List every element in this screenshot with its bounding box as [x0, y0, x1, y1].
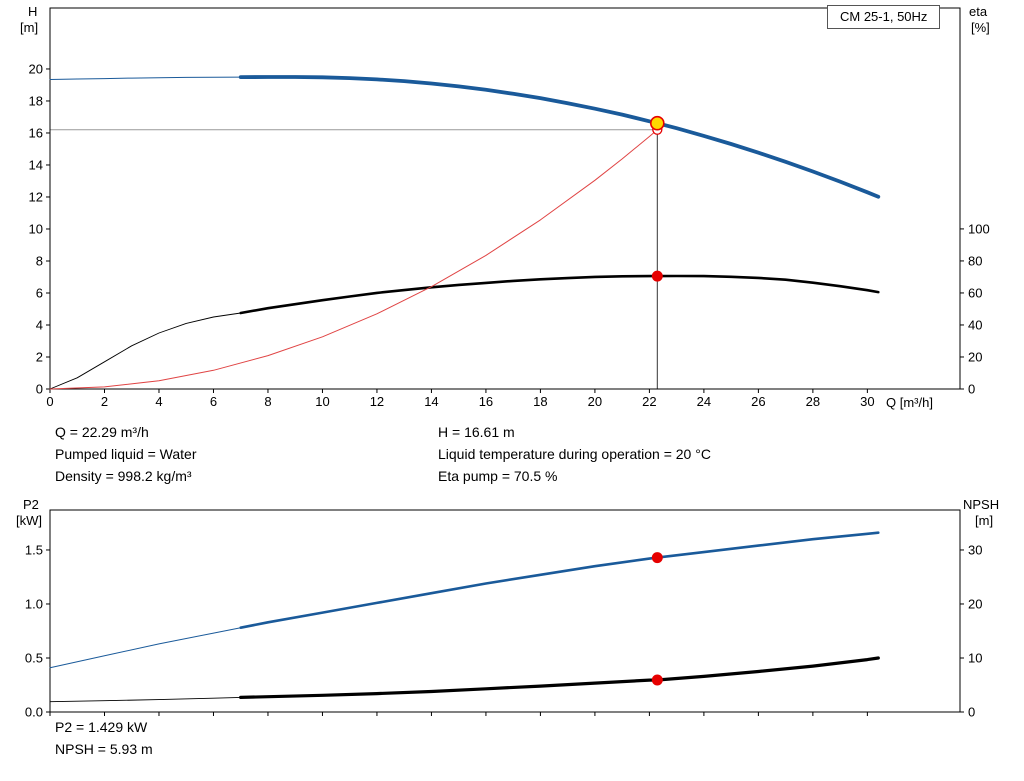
- power-annotations: P2 = 1.429 kW NPSH = 5.93 m: [55, 716, 153, 760]
- x-axis-tick-label: 10: [315, 394, 329, 409]
- y-left-tick-label: 18: [29, 93, 43, 108]
- y-right-tick-label: 60: [968, 285, 982, 300]
- annotation-q: Q = 22.29 m³/h: [55, 424, 149, 440]
- x-axis-tick-label: 24: [697, 394, 711, 409]
- x-axis-tick-label: 18: [533, 394, 547, 409]
- x-axis-tick-label: 22: [642, 394, 656, 409]
- y-right-tick-label: 100: [968, 221, 990, 236]
- pump-curve: [49, 76, 242, 80]
- x-axis-tick-label: 8: [264, 394, 271, 409]
- y-right-tick-label: 30: [968, 542, 982, 557]
- x-axis-tick-label: 20: [588, 394, 602, 409]
- x-axis-tick-label: 0: [46, 394, 53, 409]
- pump-model-label: CM 25-1, 50Hz: [827, 5, 941, 29]
- y-right-tick-label: 40: [968, 317, 982, 332]
- y-left-tick-label: 4: [36, 317, 43, 332]
- npsh-duty-point: [651, 674, 663, 686]
- y-left-tick-label: 16: [29, 125, 43, 140]
- h-axis-title: H: [28, 4, 38, 19]
- x-axis-tick-label: 26: [751, 394, 765, 409]
- eta-axis-unit: [%]: [971, 20, 990, 35]
- y-right-tick-label: 20: [968, 349, 982, 364]
- pump-curve: [238, 75, 881, 199]
- y-left-tick-label: 0.5: [25, 650, 43, 665]
- x-axis-tick-label: 4: [155, 394, 162, 409]
- p2-curve: [49, 627, 242, 669]
- system-curve: [49, 129, 658, 390]
- p2-duty-point: [651, 552, 663, 564]
- annotation-density: Density = 998.2 kg/m³: [55, 468, 192, 484]
- y-right-tick-label: 80: [968, 253, 982, 268]
- p2-npsh-chart-frame: [49, 509, 961, 713]
- y-left-tick-label: 2: [36, 349, 43, 364]
- x-axis-tick-label: 30: [860, 394, 874, 409]
- p2-npsh-chart: 0.0 0.5 1.0 1.5 0 10 20 30: [25, 509, 982, 720]
- duty-annotations-left: Q = 22.29 m³/h Pumped liquid = Water Den…: [55, 421, 197, 487]
- q-axis-title: Q [m³/h]: [886, 395, 933, 410]
- x-axis-tick-label: 12: [370, 394, 384, 409]
- y-left-tick-label: 6: [36, 285, 43, 300]
- annotation-p2: P2 = 1.429 kW: [55, 719, 148, 735]
- duty-annotations-right: H = 16.61 m Liquid temperature during op…: [438, 421, 711, 487]
- npsh-curve: [239, 656, 880, 699]
- y-left-tick-label: 12: [29, 189, 43, 204]
- hq-eta-chart: 0 2 4 6 8 10 12 14 16 18 20 22 24 26 28 300246810121416…: [29, 7, 990, 409]
- x-axis-tick-label: 14: [424, 394, 438, 409]
- y-left-tick-label: 8: [36, 253, 43, 268]
- p2-curve: [239, 531, 880, 629]
- eta-duty-point: [651, 270, 663, 282]
- npsh-axis-unit: [m]: [975, 513, 994, 528]
- x-axis-tick-label: 2: [101, 394, 108, 409]
- y-left-tick-label: 20: [29, 61, 43, 76]
- eta-axis-title: eta: [969, 4, 988, 19]
- y-left-tick-label: 0.0: [25, 705, 43, 720]
- y-left-tick-label: 10: [29, 221, 43, 236]
- y-right-tick-label: 0: [968, 705, 975, 720]
- x-axis-tick-label: 16: [479, 394, 493, 409]
- y-left-tick-label: 1.5: [25, 542, 43, 557]
- x-axis-tick-label: 6: [210, 394, 217, 409]
- y-left-tick-label: 0: [36, 382, 43, 397]
- y-right-tick-label: 0: [968, 382, 975, 397]
- y-left-tick-label: 1.0: [25, 596, 43, 611]
- efficiency-curve: [49, 312, 242, 390]
- p2-axis-title: P2: [23, 497, 39, 512]
- y-left-tick-label: 14: [29, 157, 43, 172]
- npsh-curve: [49, 696, 242, 703]
- y-right-tick-label: 20: [968, 596, 982, 611]
- annotation-h: H = 16.61 m: [438, 424, 515, 440]
- x-axis-tick-label: 28: [806, 394, 820, 409]
- efficiency-curve: [239, 274, 880, 315]
- annotation-npsh: NPSH = 5.93 m: [55, 741, 153, 757]
- duty-point: [650, 115, 665, 131]
- h-axis-unit: [m]: [20, 20, 39, 35]
- annotation-liquid-temp: Liquid temperature during operation = 20…: [438, 446, 711, 462]
- annotation-eta-pump: Eta pump = 70.5 %: [438, 468, 558, 484]
- npsh-axis-title: NPSH: [963, 497, 1000, 512]
- hq-eta-chart-frame: [49, 7, 961, 390]
- y-right-tick-label: 10: [968, 650, 982, 665]
- p2-axis-unit: [kW]: [16, 513, 42, 528]
- annotation-pumped-liquid: Pumped liquid = Water: [55, 446, 197, 462]
